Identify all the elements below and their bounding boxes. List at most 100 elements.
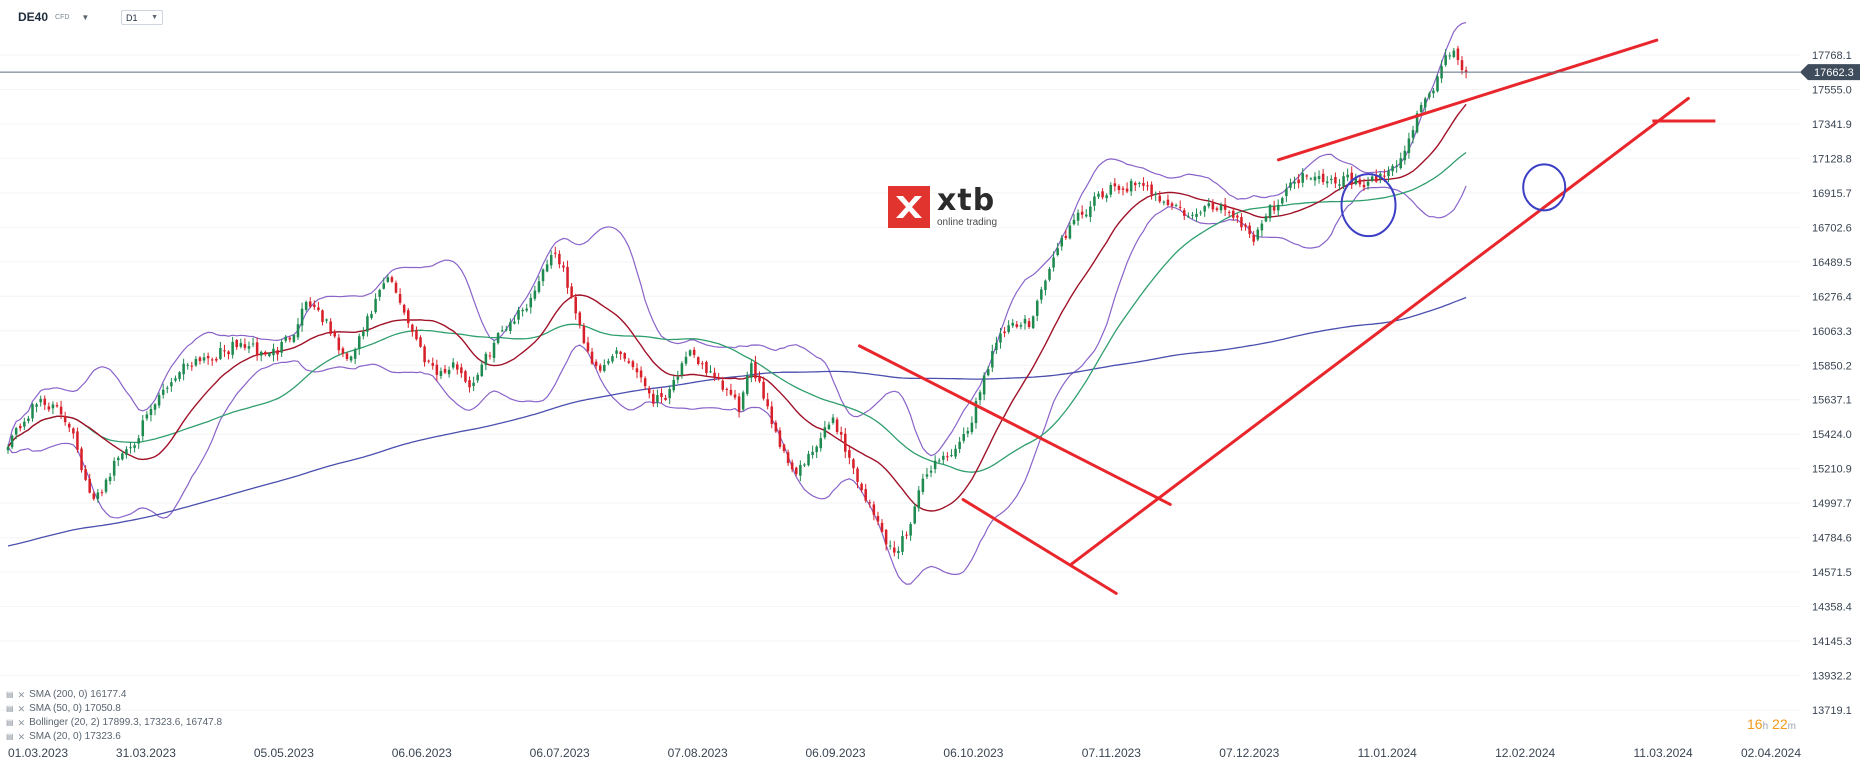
candle [174,375,177,383]
candle [721,376,725,392]
candle [1125,182,1129,194]
candle [876,511,880,526]
candle [897,546,900,560]
candle [717,372,720,381]
candle [893,541,896,557]
candle [451,358,455,370]
candle [1158,190,1162,204]
candle [166,385,169,394]
candle [1358,176,1362,188]
candle [574,293,577,320]
candle [206,352,210,365]
candle [121,450,124,461]
candle [1076,209,1080,226]
price-tick-label: 16063.3 [1812,326,1852,338]
candle [1019,322,1023,330]
candle [10,434,14,450]
indicator-legend: ▤ ✕ SMA (200, 0) 16177.4 ▤ ✕ SMA (50, 0)… [6,688,222,744]
candle [92,491,96,501]
candle [1219,202,1223,214]
candle [962,427,965,444]
remove-indicator-icon[interactable]: ✕ [17,704,26,714]
timeframe-value: D1 [126,12,138,23]
candle [942,451,945,465]
price-tick-label: 15210.9 [1812,464,1852,476]
candle [1166,194,1170,207]
highlight-circle [1340,173,1397,238]
remove-indicator-icon[interactable]: ✕ [17,732,26,742]
chevron-down-icon[interactable]: ▼ [81,12,90,22]
candle [431,357,435,370]
candle [1068,222,1072,240]
price-tick-label: 14145.3 [1812,636,1852,648]
candle [129,441,132,454]
candle [647,385,651,399]
candle [219,342,222,361]
candle [464,369,467,384]
candle [390,275,394,284]
candle [23,417,26,430]
candle [1150,181,1153,200]
candle [603,359,606,373]
candle [161,383,165,399]
candle [1330,175,1333,185]
trendline [961,498,1118,595]
trendline [857,344,1172,506]
candle [1084,209,1088,218]
candle [100,489,104,497]
candle [766,392,769,410]
candle [210,357,214,366]
candle [47,402,51,412]
candle [1223,197,1227,217]
candle [864,483,867,503]
candle [823,420,827,440]
timeframe-select[interactable]: D1 ▼ [121,10,163,25]
candle [958,436,961,454]
candle [484,351,488,371]
legend-item: ▤ ✕ Bollinger (20, 2) 17899.3, 17323.6, … [6,716,222,730]
candle [737,393,741,418]
candle [1064,229,1068,241]
candle [243,338,247,351]
legend-item: ▤ ✕ SMA (20, 0) 17323.6 [6,730,222,744]
candle [745,371,749,396]
candle [1080,205,1084,219]
date-tick-label: 11.03.2024 [1633,746,1692,760]
remove-indicator-icon[interactable]: ✕ [17,690,26,700]
remove-indicator-icon[interactable]: ✕ [17,718,26,728]
candle [1325,176,1329,188]
candle [652,389,655,407]
candle [1350,166,1353,189]
candle [1276,199,1280,217]
candle [790,459,794,473]
price-tick-label: 15637.1 [1812,395,1852,407]
candle [839,426,843,442]
candle [133,442,136,453]
price-tick-label: 14997.7 [1812,498,1852,510]
candle [170,377,173,392]
candle [63,411,67,426]
bollinger-lower [7,185,1467,585]
candle [43,395,47,411]
candle [288,336,292,343]
price-tick-label: 13932.2 [1812,671,1852,683]
candle [145,411,149,421]
candle [778,427,782,449]
candle [549,250,553,269]
candle [308,297,312,309]
price-tick-label: 17128.8 [1812,153,1852,165]
candle [1256,227,1260,242]
trendline [1069,96,1690,566]
candle [27,415,30,424]
candle [545,259,549,273]
candle [1113,178,1117,192]
price-tick-label: 14358.4 [1812,602,1852,614]
countdown-hours: 16 [1747,716,1763,732]
date-tick-label: 07.08.2023 [668,746,728,760]
instrument-selector[interactable]: DE40 CFD ▼ [18,10,89,24]
date-tick-label: 07.12.2023 [1219,746,1279,760]
candle [729,383,733,396]
candle [692,347,696,358]
candle [480,360,484,377]
